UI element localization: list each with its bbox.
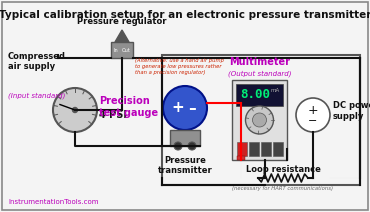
- Circle shape: [252, 113, 266, 127]
- Bar: [261, 142, 271, 156]
- Bar: [162, 55, 360, 185]
- Text: Typical calibration setup for an electronic pressure transmitter: Typical calibration setup for an electro…: [0, 10, 370, 20]
- Text: mA: mA: [271, 88, 280, 93]
- Bar: [232, 80, 287, 160]
- Circle shape: [296, 98, 330, 132]
- Circle shape: [188, 142, 196, 150]
- Bar: [237, 156, 245, 160]
- Circle shape: [163, 86, 207, 130]
- Bar: [237, 142, 247, 156]
- Bar: [273, 142, 283, 156]
- Bar: [170, 130, 200, 146]
- Circle shape: [53, 88, 97, 132]
- Bar: [111, 42, 133, 58]
- Bar: [236, 84, 283, 106]
- Bar: [249, 142, 259, 156]
- Text: +: +: [172, 100, 184, 116]
- Text: DC power
supply: DC power supply: [333, 101, 370, 121]
- Text: Out: Out: [122, 49, 131, 53]
- Text: (necessary for HART communications): (necessary for HART communications): [232, 186, 333, 191]
- Text: Loop resistance: Loop resistance: [246, 165, 320, 174]
- Circle shape: [73, 107, 77, 113]
- Circle shape: [246, 106, 273, 134]
- Text: Pressure
transmitter: Pressure transmitter: [158, 156, 212, 175]
- Text: In: In: [113, 49, 118, 53]
- Text: −: −: [308, 116, 318, 126]
- Text: (Input standard): (Input standard): [8, 92, 65, 99]
- Polygon shape: [115, 30, 129, 42]
- Text: +: +: [308, 105, 318, 117]
- Text: –: –: [188, 100, 196, 116]
- Text: (Output standard): (Output standard): [228, 70, 291, 77]
- Text: 8.00: 8.00: [241, 88, 271, 102]
- Text: Pressure regulator: Pressure regulator: [77, 17, 167, 26]
- Text: (Alternative: use a hand air pump
to generate low pressures rather
than a precis: (Alternative: use a hand air pump to gen…: [135, 58, 224, 75]
- Text: InstrumentationTools.com: InstrumentationTools.com: [8, 199, 98, 205]
- Text: Compressed
air supply: Compressed air supply: [8, 52, 66, 71]
- Text: Multimeter: Multimeter: [229, 57, 290, 67]
- Text: 4 PSI: 4 PSI: [99, 110, 127, 120]
- Text: Precision
test gauge: Precision test gauge: [99, 96, 158, 118]
- Circle shape: [174, 142, 182, 150]
